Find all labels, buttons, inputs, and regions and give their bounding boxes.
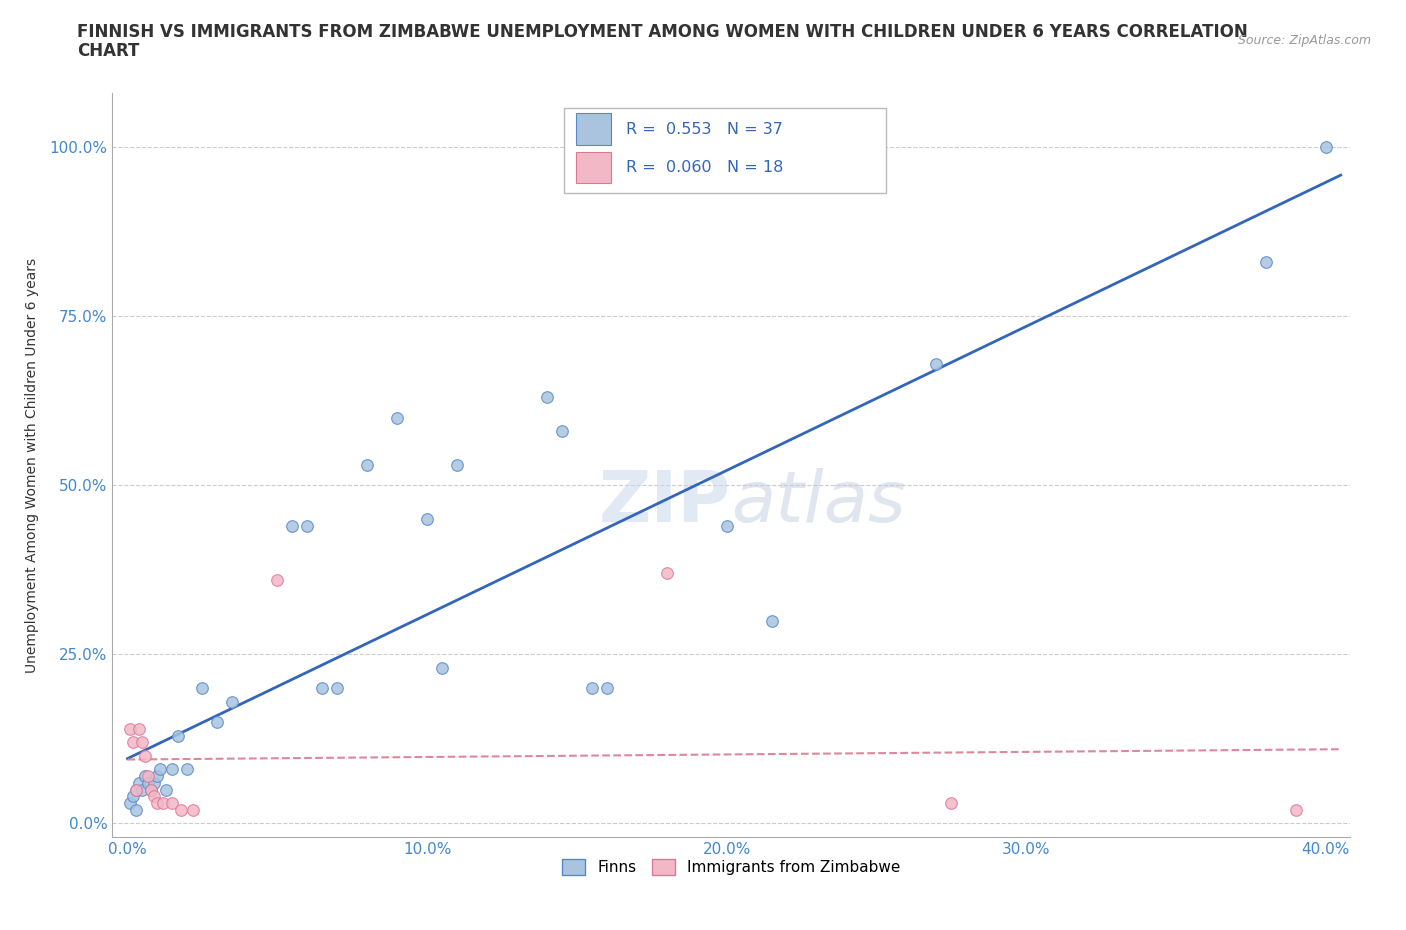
Point — [146, 769, 169, 784]
Point — [167, 728, 190, 743]
Point — [281, 518, 304, 533]
Point — [138, 776, 160, 790]
Point — [120, 722, 142, 737]
Point — [143, 789, 166, 804]
Point — [146, 796, 169, 811]
Text: atlas: atlas — [731, 468, 905, 537]
Point — [266, 573, 288, 588]
Point — [149, 762, 172, 777]
FancyBboxPatch shape — [576, 152, 612, 183]
Point — [295, 518, 318, 533]
Point — [131, 782, 153, 797]
Point — [941, 796, 963, 811]
Point — [131, 735, 153, 750]
Point — [162, 762, 184, 777]
Point — [125, 782, 148, 797]
Point — [1315, 140, 1337, 154]
Text: Source: ZipAtlas.com: Source: ZipAtlas.com — [1237, 34, 1371, 47]
Point — [141, 782, 163, 797]
Point — [152, 796, 174, 811]
Point — [925, 356, 948, 371]
Text: R =  0.553   N = 37: R = 0.553 N = 37 — [626, 122, 783, 137]
Point — [162, 796, 184, 811]
Point — [761, 613, 783, 628]
Point — [143, 776, 166, 790]
Text: R =  0.060   N = 18: R = 0.060 N = 18 — [626, 160, 783, 175]
Point — [138, 769, 160, 784]
Point — [141, 782, 163, 797]
Point — [551, 424, 574, 439]
Point — [134, 769, 156, 784]
Point — [1285, 803, 1308, 817]
Point — [430, 660, 453, 675]
Point — [446, 458, 468, 472]
Text: FINNISH VS IMMIGRANTS FROM ZIMBABWE UNEMPLOYMENT AMONG WOMEN WITH CHILDREN UNDER: FINNISH VS IMMIGRANTS FROM ZIMBABWE UNEM… — [77, 23, 1249, 41]
Point — [183, 803, 205, 817]
Point — [122, 789, 145, 804]
Text: CHART: CHART — [77, 42, 139, 60]
Point — [128, 722, 150, 737]
Point — [170, 803, 193, 817]
Point — [221, 695, 243, 710]
Point — [385, 410, 408, 425]
Point — [311, 681, 333, 696]
Point — [655, 565, 678, 580]
Point — [1254, 255, 1277, 270]
Point — [207, 714, 229, 729]
FancyBboxPatch shape — [564, 108, 886, 193]
Point — [120, 796, 142, 811]
Point — [596, 681, 619, 696]
Point — [155, 782, 177, 797]
Point — [716, 518, 738, 533]
Point — [134, 749, 156, 764]
Point — [128, 776, 150, 790]
Point — [356, 458, 378, 472]
Legend: Finns, Immigrants from Zimbabwe: Finns, Immigrants from Zimbabwe — [555, 853, 907, 882]
Point — [176, 762, 198, 777]
Text: ZIP: ZIP — [599, 468, 731, 537]
Point — [125, 782, 148, 797]
Point — [536, 390, 558, 405]
Point — [125, 803, 148, 817]
Point — [581, 681, 603, 696]
Point — [326, 681, 349, 696]
Point — [122, 735, 145, 750]
Point — [191, 681, 214, 696]
Y-axis label: Unemployment Among Women with Children Under 6 years: Unemployment Among Women with Children U… — [24, 258, 38, 672]
Point — [416, 512, 439, 526]
FancyBboxPatch shape — [576, 113, 612, 145]
